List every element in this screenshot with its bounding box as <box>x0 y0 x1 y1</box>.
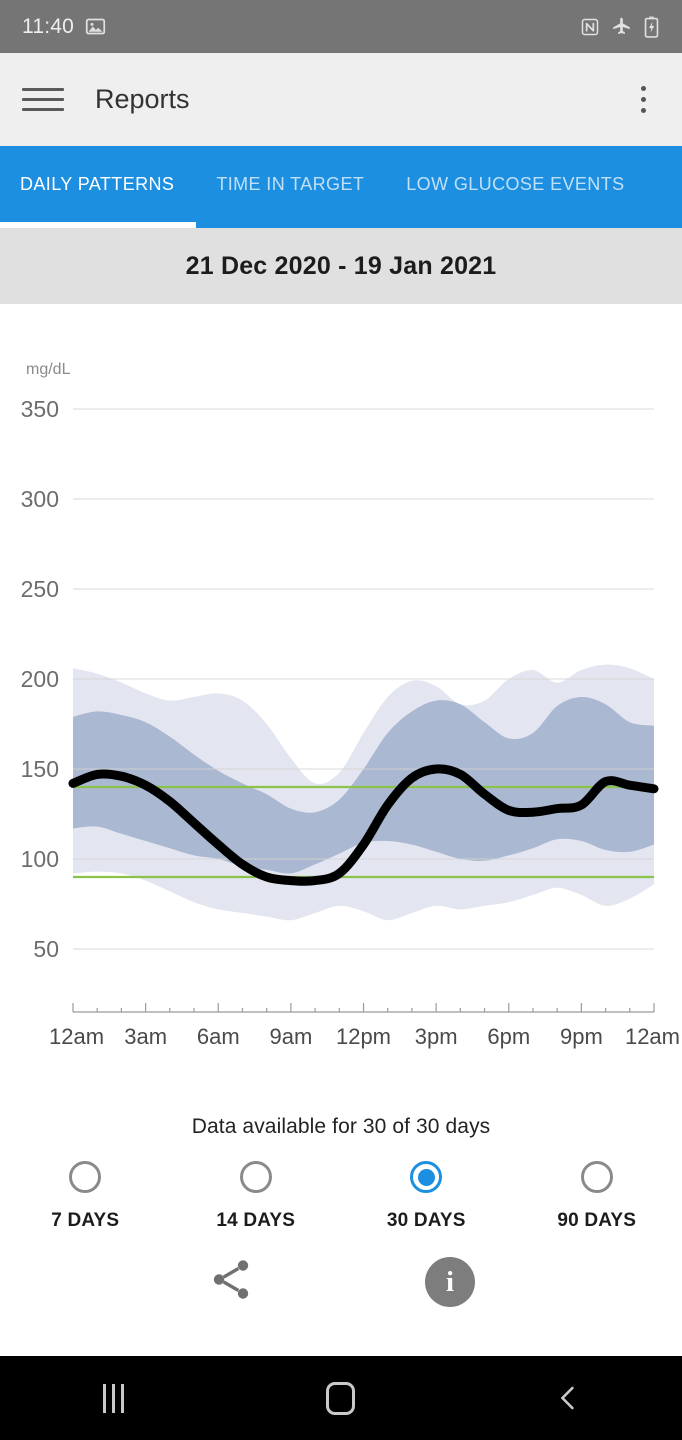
glucose-chart-svg: 50 100 150 200 250 300 350 mg/dL 12am 3am 6am 9am 12… <box>21 361 680 1049</box>
recents-icon[interactable] <box>54 1368 174 1428</box>
tab-time-in-target[interactable]: TIME IN TARGET <box>196 146 386 228</box>
radio-dot <box>247 1169 264 1186</box>
tab-low-glucose-events[interactable]: LOW GLUCOSE EVENTS <box>386 146 644 228</box>
svg-text:3pm: 3pm <box>415 1024 458 1049</box>
tab-daily-patterns[interactable]: DAILY PATTERNS <box>0 146 197 228</box>
action-bar: i <box>0 1232 682 1332</box>
svg-text:9pm: 9pm <box>560 1024 603 1049</box>
date-range-header[interactable]: 21 Dec 2020 - 19 Jan 2021 <box>0 228 682 304</box>
tab-label: DAILY PATTERNS <box>20 173 175 194</box>
daily-patterns-chart: 50 100 150 200 250 300 350 mg/dL 12am 3am 6am 9am 12… <box>0 304 682 1097</box>
status-bar: 11:40 <box>0 0 682 53</box>
tab-label: TIME IN TARGET <box>216 173 365 194</box>
radio-90-days[interactable]: 90 DAYS <box>512 1161 682 1232</box>
battery-charging-icon <box>643 15 660 38</box>
svg-text:12am: 12am <box>49 1024 104 1049</box>
hamburger-menu-icon[interactable] <box>22 79 64 121</box>
radio-label: 90 DAYS <box>557 1210 637 1231</box>
share-icon[interactable] <box>207 1256 255 1309</box>
svg-text:12pm: 12pm <box>336 1024 391 1049</box>
radio-label: 14 DAYS <box>216 1210 296 1231</box>
svg-text:50: 50 <box>33 936 59 962</box>
info-icon: i <box>425 1257 475 1307</box>
status-bar-right <box>580 15 660 38</box>
radio-circle <box>69 1161 102 1193</box>
svg-text:100: 100 <box>21 846 59 872</box>
svg-text:250: 250 <box>21 576 59 602</box>
radio-dot <box>417 1168 435 1186</box>
radio-label: 7 DAYS <box>51 1210 120 1231</box>
app-bar: Reports <box>0 53 682 146</box>
home-icon[interactable] <box>281 1368 401 1428</box>
data-availability-text: Data available for 30 of 30 days <box>191 1115 491 1138</box>
svg-text:9am: 9am <box>269 1024 312 1049</box>
radio-dot <box>77 1169 94 1186</box>
days-selector-section: Data available for 30 of 30 days 7 DAYS … <box>0 1097 682 1232</box>
svg-text:12am: 12am <box>625 1024 680 1049</box>
radio-circle <box>239 1161 272 1193</box>
page-title: Reports <box>95 84 190 114</box>
radio-circle <box>580 1161 613 1193</box>
radio-30-days[interactable]: 30 DAYS <box>341 1161 512 1232</box>
svg-text:300: 300 <box>21 486 59 512</box>
content-spacer <box>0 1332 682 1356</box>
tab-bar: DAILY PATTERNS TIME IN TARGET LOW GLUCOS… <box>0 146 682 228</box>
radio-dot <box>588 1169 605 1186</box>
image-icon <box>85 16 106 37</box>
svg-text:6am: 6am <box>197 1024 240 1049</box>
overflow-menu-icon[interactable] <box>626 80 660 120</box>
radio-label: 30 DAYS <box>386 1210 466 1231</box>
date-range-label: 21 Dec 2020 - 19 Jan 2021 <box>185 251 497 280</box>
svg-text:200: 200 <box>21 666 59 692</box>
status-bar-clock: 11:40 <box>22 14 74 38</box>
radio-7-days[interactable]: 7 DAYS <box>0 1161 171 1232</box>
status-bar-left: 11:40 <box>22 15 106 39</box>
svg-text:350: 350 <box>21 396 59 422</box>
back-icon[interactable] <box>508 1368 628 1428</box>
svg-text:6pm: 6pm <box>487 1024 530 1049</box>
info-button[interactable]: i <box>425 1257 475 1307</box>
airplane-mode-icon <box>611 16 632 37</box>
radio-14-days[interactable]: 14 DAYS <box>171 1161 342 1232</box>
svg-text:mg/dL: mg/dL <box>26 361 71 378</box>
android-nav-bar <box>0 1356 682 1440</box>
nfc-icon <box>580 17 600 37</box>
radio-circle <box>410 1161 443 1193</box>
svg-text:150: 150 <box>21 756 59 782</box>
days-radio-group: 7 DAYS 14 DAYS 30 DAYS 90 DAYS <box>0 1161 682 1232</box>
svg-text:3am: 3am <box>124 1024 167 1049</box>
tab-label: LOW GLUCOSE EVENTS <box>406 173 625 194</box>
